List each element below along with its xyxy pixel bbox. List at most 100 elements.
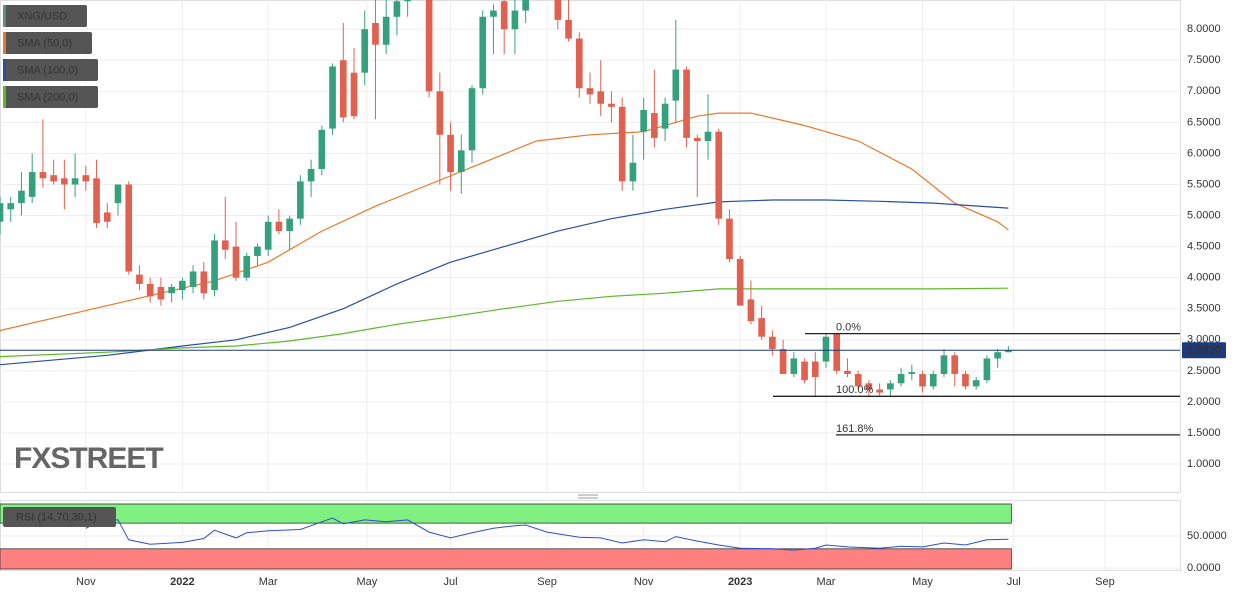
x-tick-label: 2023	[728, 576, 752, 588]
axes: Nov 2022 Mar May Jul Sep Nov 2023 Mar May Jul Sep 1.…	[76, 23, 1227, 588]
candle-body	[704, 131, 712, 142]
y-tick-label: 7.5000	[1187, 54, 1221, 66]
candle-body	[769, 336, 776, 350]
candle-body	[597, 91, 605, 104]
candle-body	[425, 0, 433, 92]
x-tick-label: Nov	[634, 576, 654, 588]
sma-line	[0, 112, 1009, 332]
candle-body	[554, 0, 562, 20]
candle-body	[1005, 350, 1012, 353]
candle-body	[157, 287, 165, 300]
x-tick-label: Jul	[1007, 576, 1021, 588]
x-tick-label: May	[356, 576, 377, 588]
x-tick-label: Nov	[76, 576, 96, 588]
candle-body	[39, 172, 47, 179]
candle-body	[457, 150, 465, 173]
candle-body	[93, 178, 100, 224]
main-plot: FXSTREET 0.0% 100.0% 161.8%	[0, 0, 1180, 475]
candle-body	[854, 373, 862, 387]
legend-box[interactable]	[3, 32, 92, 54]
candle-body	[146, 283, 154, 297]
candle-body	[790, 358, 798, 374]
legend-box[interactable]	[3, 86, 98, 108]
legend-label: XNG/USD	[17, 10, 67, 22]
candle-body	[350, 72, 358, 117]
candle-body	[103, 212, 111, 222]
candle-body	[329, 66, 336, 129]
last-price-label: 2.8320	[1187, 345, 1221, 357]
candle-body	[736, 259, 744, 306]
candle-body	[887, 383, 894, 390]
candle-body	[125, 184, 133, 272]
x-tick-label: Mar	[259, 576, 278, 588]
candle-body	[339, 60, 347, 118]
candle-body	[189, 271, 197, 287]
fib-label: 0.0%	[836, 321, 861, 333]
candle-body	[286, 218, 293, 232]
candle-body	[586, 88, 594, 95]
y-tick-label: 8.0000	[1187, 23, 1221, 35]
legend-swatch	[3, 5, 6, 27]
candle-body	[833, 333, 841, 371]
y-tick-label: 1.0000	[1187, 458, 1221, 470]
candle-body	[575, 38, 583, 89]
y-tick-label: 5.0000	[1187, 209, 1221, 221]
y-tick-label: 4.5000	[1187, 241, 1221, 253]
candle-body	[929, 373, 937, 387]
candle-body	[254, 246, 261, 256]
candle-body	[28, 172, 36, 197]
panel-grip[interactable]	[578, 494, 598, 499]
candle-body	[511, 10, 519, 30]
candle-body	[7, 203, 15, 210]
candle-body	[318, 129, 326, 169]
candle-body	[297, 181, 304, 219]
y-tick-label: 6.5000	[1187, 116, 1221, 128]
candle-body	[479, 16, 487, 89]
candle-body	[865, 383, 873, 390]
sma-line	[0, 287, 1009, 358]
fib-label: 161.8%	[836, 423, 874, 435]
candle-body	[275, 221, 283, 232]
candle-body	[715, 131, 723, 219]
legend-label: SMA (200,0)	[17, 91, 78, 103]
candle-body	[372, 22, 379, 45]
candle-body	[71, 178, 79, 185]
candle-body	[908, 372, 916, 374]
y-tick-label: 1.5000	[1187, 427, 1221, 439]
candle-body	[747, 299, 755, 322]
watermark: FXSTREET	[14, 442, 163, 475]
candle-body	[822, 336, 830, 362]
candle-body	[693, 137, 701, 142]
candle-body	[801, 361, 808, 381]
candle-body	[779, 349, 787, 374]
candle-body	[940, 355, 948, 374]
candle-body	[404, 0, 411, 2]
y-tick-label: 6.0000	[1187, 147, 1221, 159]
candle-body	[972, 380, 980, 387]
y-tick-label: 3.5000	[1187, 303, 1221, 315]
candle-body	[436, 91, 444, 135]
candle-body	[618, 106, 626, 182]
candle-body	[382, 16, 390, 45]
x-tick-label: Jul	[444, 576, 458, 588]
candle-body	[811, 361, 819, 378]
candle-body	[447, 134, 454, 173]
candle-body	[876, 389, 883, 393]
last-price-box	[1182, 342, 1226, 359]
y-tick-label: 5.5000	[1187, 178, 1221, 190]
candle-body	[661, 103, 669, 129]
legend-box[interactable]	[3, 5, 87, 27]
candle-body	[307, 168, 315, 182]
candle-body	[82, 175, 90, 182]
rsi-legend-box[interactable]	[3, 507, 116, 527]
candle-body	[758, 318, 765, 337]
candle-body	[179, 280, 186, 291]
legend-box[interactable]	[3, 59, 98, 81]
legend-swatch	[3, 59, 6, 81]
candle-body	[50, 175, 57, 182]
oversold-band	[0, 548, 1012, 570]
candle-body	[264, 221, 272, 250]
y-tick-label: 2.0000	[1187, 396, 1221, 408]
y-tick-label: 2.5000	[1187, 365, 1221, 377]
